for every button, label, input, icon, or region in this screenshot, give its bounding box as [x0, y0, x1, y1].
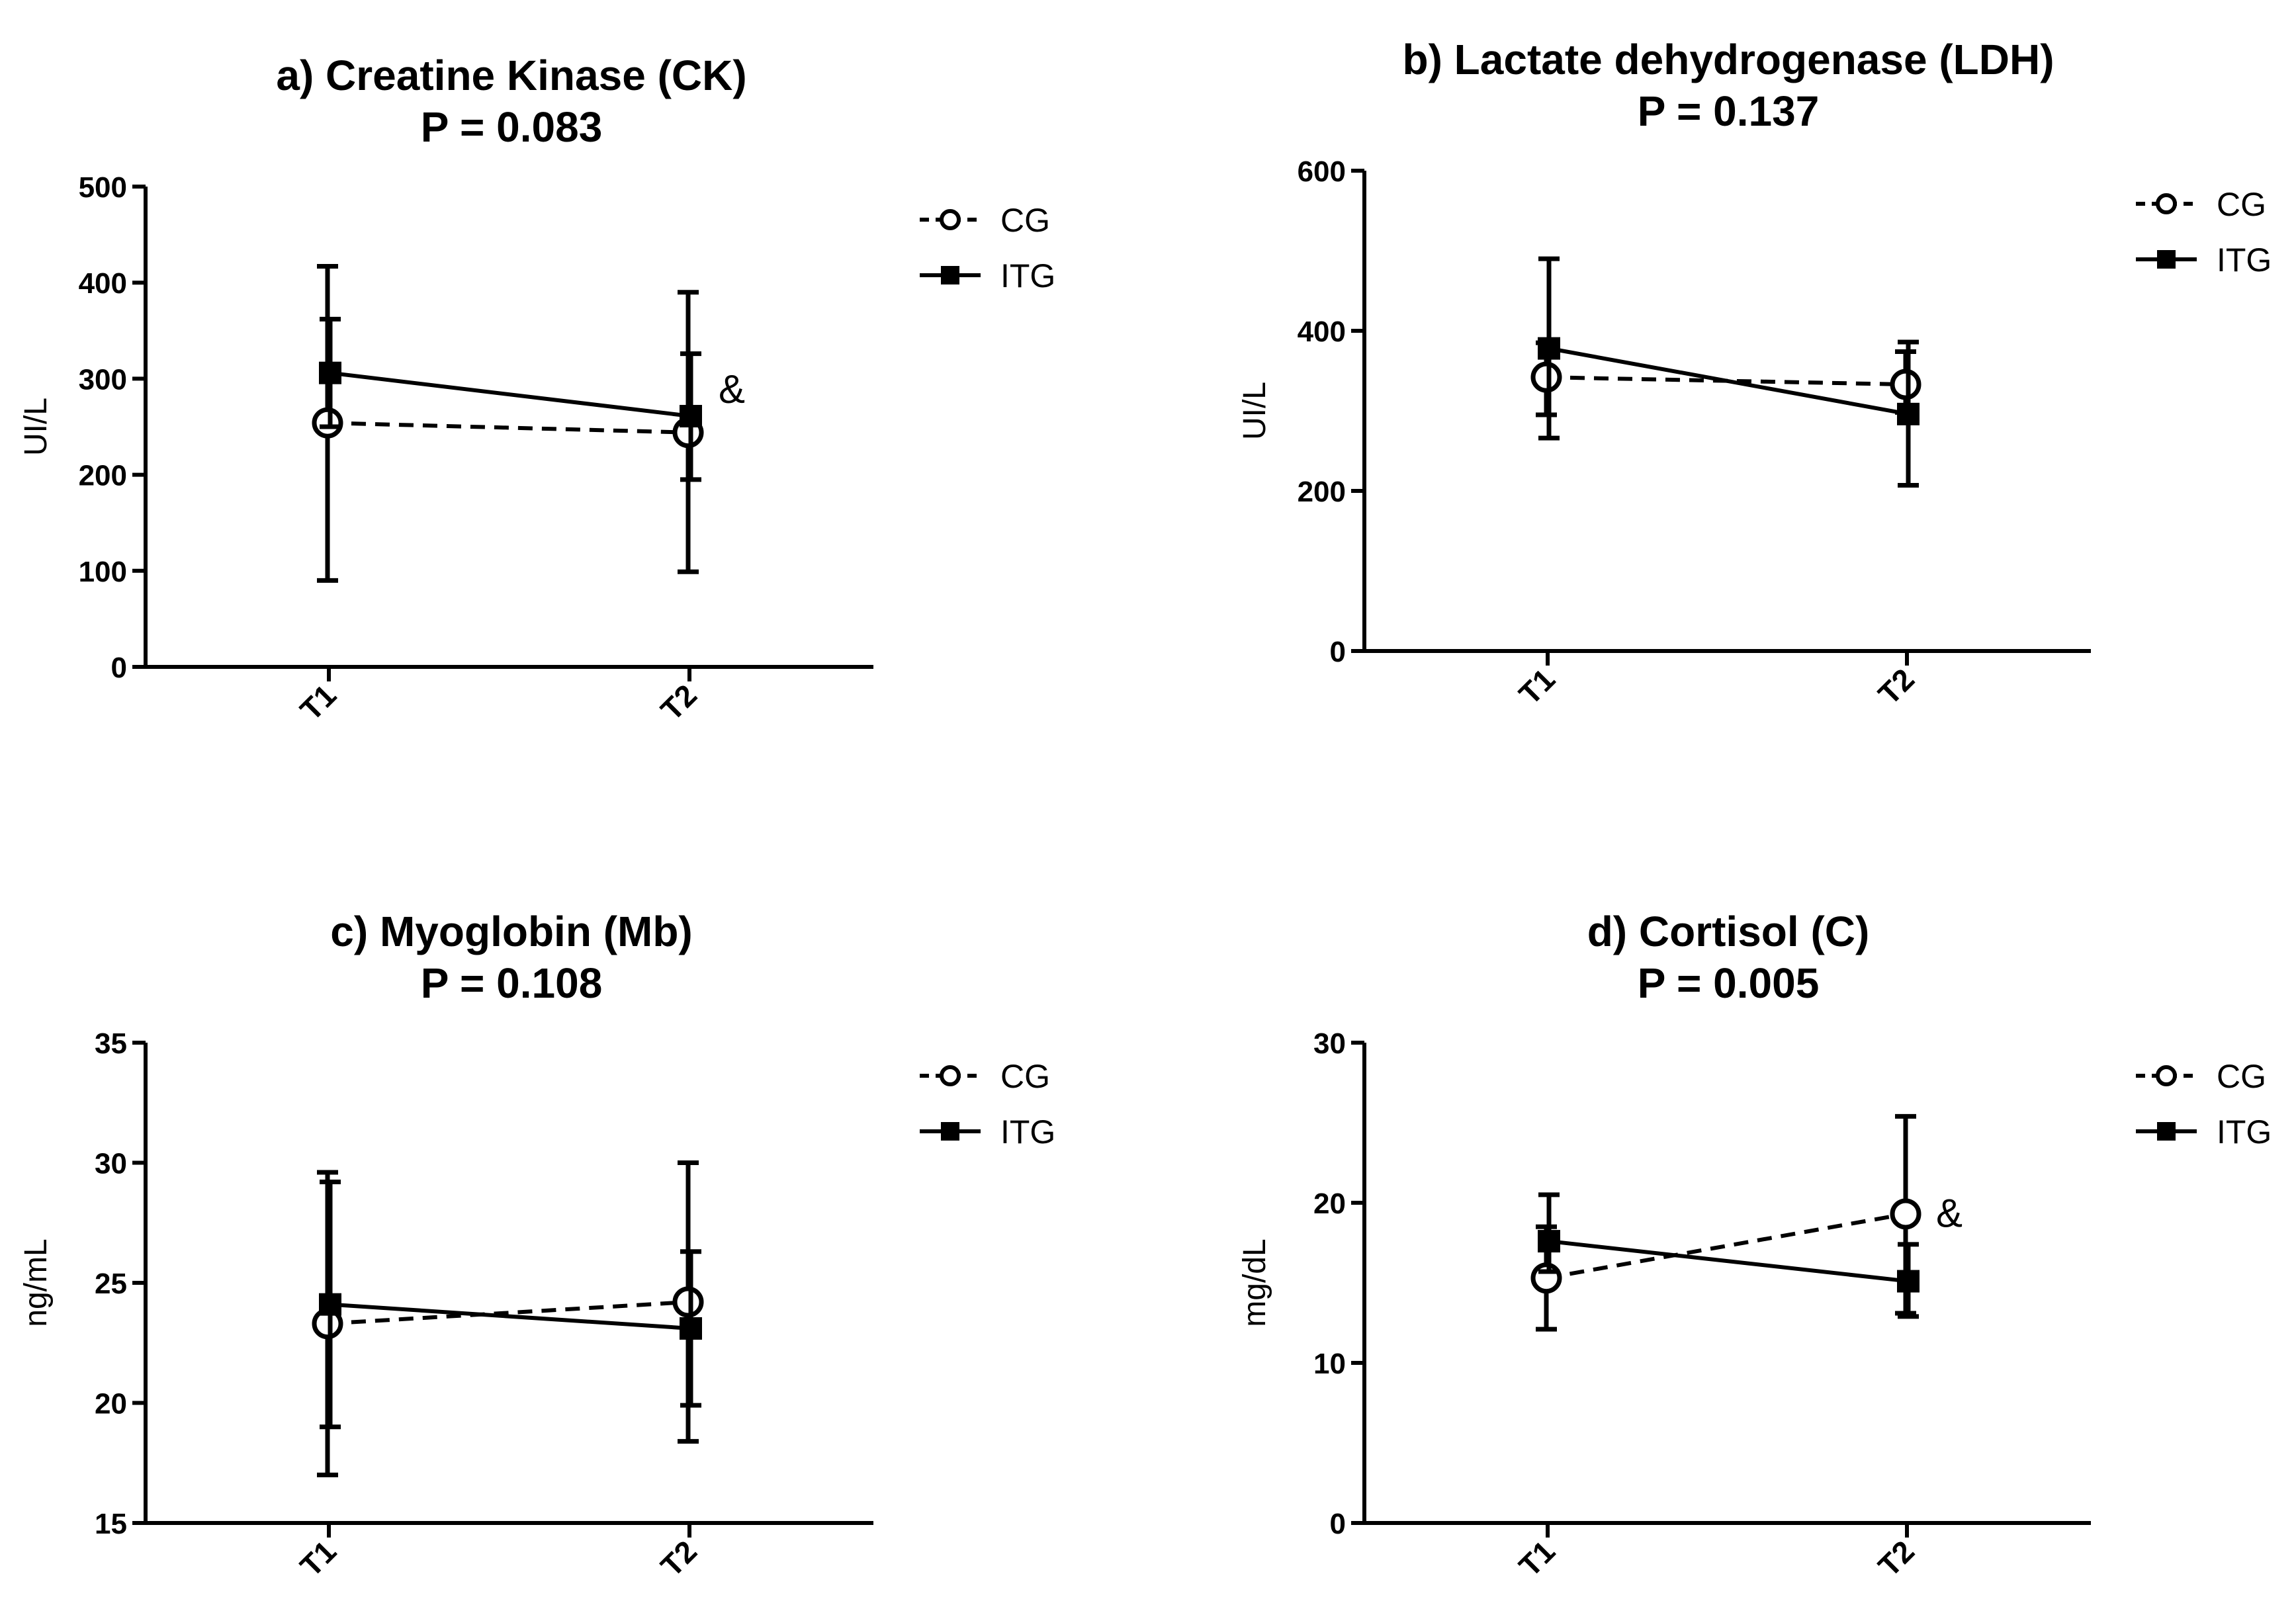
legend-item-cg: CG	[2136, 186, 2266, 223]
series-itg	[1538, 1192, 1920, 1319]
series-line	[327, 1300, 689, 1326]
legend-marker-circle	[2156, 193, 2177, 214]
chart-panel-4: d) Cortisol (C)P = 0.005 0 10 20 30 mg/dL T1 T2…	[1237, 908, 2272, 1583]
data-point-circle	[1530, 1262, 1562, 1294]
legend-label: ITG	[2217, 1113, 2272, 1151]
series-cg	[312, 1160, 704, 1477]
legend-item-cg: CG	[2136, 1058, 2266, 1095]
legend-label: CG	[2217, 1058, 2266, 1095]
series-itg	[319, 316, 702, 482]
x-tick-label: T1	[293, 1534, 343, 1583]
chart-subtitle: P = 0.083	[421, 103, 603, 151]
y-tick-label: 400	[1298, 316, 1346, 348]
chart-panel-2: b) Lactate dehydrogenase (LDH)P = 0.137 0…	[1237, 36, 2272, 711]
series-line	[330, 1302, 691, 1330]
chart-subtitle: P = 0.137	[1638, 87, 1820, 135]
y-tick-label: 300	[79, 363, 127, 396]
series-itg	[1538, 256, 1920, 488]
data-point-square	[1897, 1270, 1920, 1293]
y-tick-label: 600	[1298, 155, 1346, 188]
data-point-circle	[672, 1286, 704, 1318]
data-point-square	[319, 361, 341, 384]
y-tick-label: 200	[1298, 476, 1346, 508]
series-cg	[1530, 1113, 1921, 1332]
legend-item-itg: ITG	[2136, 1113, 2272, 1151]
y-tick-label: 15	[95, 1508, 127, 1540]
significance-annotation: &	[1936, 1192, 1963, 1236]
y-tick-label: 0	[111, 652, 127, 684]
y-axis-label: ng/mL	[19, 1238, 54, 1326]
series-itg	[319, 1180, 702, 1430]
legend-label: ITG	[2217, 241, 2272, 279]
chart-panel-1: a) Creatine Kinase (CK)P = 0.083 0 100 200 3…	[19, 52, 1055, 727]
data-point-square	[1897, 402, 1920, 425]
data-point-square	[1538, 337, 1560, 360]
chart-panel-3: c) Myoglobin (Mb)P = 0.108 15 20 25 30 35 ng/m…	[19, 908, 1055, 1583]
legend-label: ITG	[1000, 1113, 1055, 1151]
series-line	[1548, 346, 1909, 416]
legend-label: CG	[1000, 202, 1050, 239]
legend-marker-circle	[2156, 1065, 2177, 1086]
chart-title: c) Myoglobin (Mb)	[330, 908, 692, 955]
chart-subtitle: P = 0.108	[421, 959, 603, 1007]
legend-label: CG	[2217, 186, 2266, 223]
data-point-square	[680, 405, 702, 428]
data-point-circle	[1890, 369, 1921, 400]
series-line	[330, 370, 691, 419]
x-tick-label: T1	[1512, 1534, 1562, 1583]
legend-label: ITG	[1000, 257, 1055, 294]
y-tick-label: 200	[79, 460, 127, 492]
data-point-circle	[1530, 361, 1562, 393]
legend-item-itg: ITG	[920, 257, 1055, 294]
x-tick-label: T2	[1871, 662, 1921, 711]
y-axis-label: UI/L	[19, 398, 54, 456]
chart-title: a) Creatine Kinase (CK)	[276, 52, 746, 99]
series-line	[1548, 1239, 1909, 1283]
chart-subtitle: P = 0.005	[1638, 959, 1820, 1007]
y-tick-label: 500	[79, 171, 127, 204]
x-tick-label: T1	[293, 677, 343, 727]
y-tick-label: 25	[95, 1268, 127, 1300]
y-tick-label: 0	[1330, 636, 1346, 668]
x-tick-label: T2	[654, 677, 703, 727]
y-tick-label: 30	[1313, 1027, 1346, 1060]
x-tick-label: T1	[1512, 662, 1562, 711]
data-point-circle	[1890, 1198, 1921, 1230]
series-cg	[312, 264, 704, 583]
y-tick-label: 400	[79, 267, 127, 300]
y-tick-label: 20	[1313, 1188, 1346, 1220]
data-point-square	[319, 1293, 341, 1316]
data-point-square	[1538, 1230, 1560, 1253]
y-axis-label: UI/L	[1237, 382, 1272, 440]
y-axis-label: mg/dL	[1237, 1238, 1272, 1326]
y-tick-label: 30	[95, 1148, 127, 1180]
y-tick-label: 0	[1330, 1508, 1346, 1540]
legend-marker-square	[2157, 250, 2176, 269]
data-point-square	[680, 1317, 702, 1340]
y-tick-label: 10	[1313, 1348, 1346, 1380]
legend-marker-square	[941, 1122, 959, 1141]
y-tick-label: 20	[95, 1388, 127, 1420]
series-line	[327, 421, 689, 435]
legend-item-cg: CG	[920, 202, 1050, 239]
chart-title: b) Lactate dehydrogenase (LDH)	[1402, 36, 2054, 83]
x-tick-label: T2	[1871, 1534, 1921, 1583]
legend-item-itg: ITG	[2136, 241, 2272, 279]
y-tick-label: 35	[95, 1027, 127, 1060]
chart-title: d) Cortisol (C)	[1587, 908, 1870, 955]
legend-marker-square	[941, 266, 959, 284]
series-line	[1546, 1211, 1906, 1280]
x-tick-label: T2	[654, 1534, 703, 1583]
legend-item-itg: ITG	[920, 1113, 1055, 1151]
legend-marker-circle	[940, 209, 961, 230]
legend-item-cg: CG	[920, 1058, 1050, 1095]
legend-marker-circle	[940, 1065, 961, 1086]
y-tick-label: 100	[79, 556, 127, 588]
significance-annotation: &	[719, 367, 745, 412]
legend-marker-square	[2157, 1122, 2176, 1141]
legend-label: CG	[1000, 1058, 1050, 1095]
data-point-circle	[312, 407, 343, 439]
